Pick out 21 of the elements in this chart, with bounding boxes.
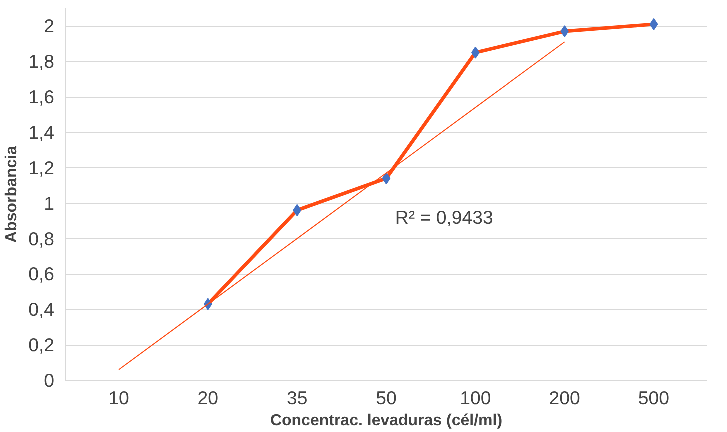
- x-tick-label: 10: [108, 388, 130, 408]
- y-tick-label: 0: [44, 370, 55, 391]
- y-tick-label: 1,2: [28, 157, 55, 178]
- x-tick-label: 500: [638, 388, 670, 408]
- x-tick-label: 20: [198, 388, 219, 408]
- y-tick-label: 0,2: [28, 334, 55, 356]
- y-tick-label: 0,8: [28, 228, 55, 250]
- x-tick-label: 200: [549, 388, 580, 408]
- x-tick-label: 100: [460, 388, 492, 408]
- y-tick-label: 1: [44, 192, 55, 214]
- x-axis-title: Concentrac. levaduras (cél/ml): [270, 412, 503, 430]
- y-axis-title: Absorbancia: [4, 146, 21, 243]
- y-tick-label: 1,4: [28, 122, 55, 143]
- y-tick-label: 0,6: [28, 264, 55, 285]
- y-tick-label: 2: [44, 16, 55, 37]
- y-tick-label: 0,4: [28, 299, 55, 320]
- x-tick-label: 35: [286, 388, 308, 408]
- y-tick-label: 1,6: [28, 86, 55, 108]
- y-tick-label: 1,8: [28, 51, 55, 72]
- annotation: R² = 0,9433: [395, 207, 494, 228]
- x-tick-label: 50: [376, 388, 397, 408]
